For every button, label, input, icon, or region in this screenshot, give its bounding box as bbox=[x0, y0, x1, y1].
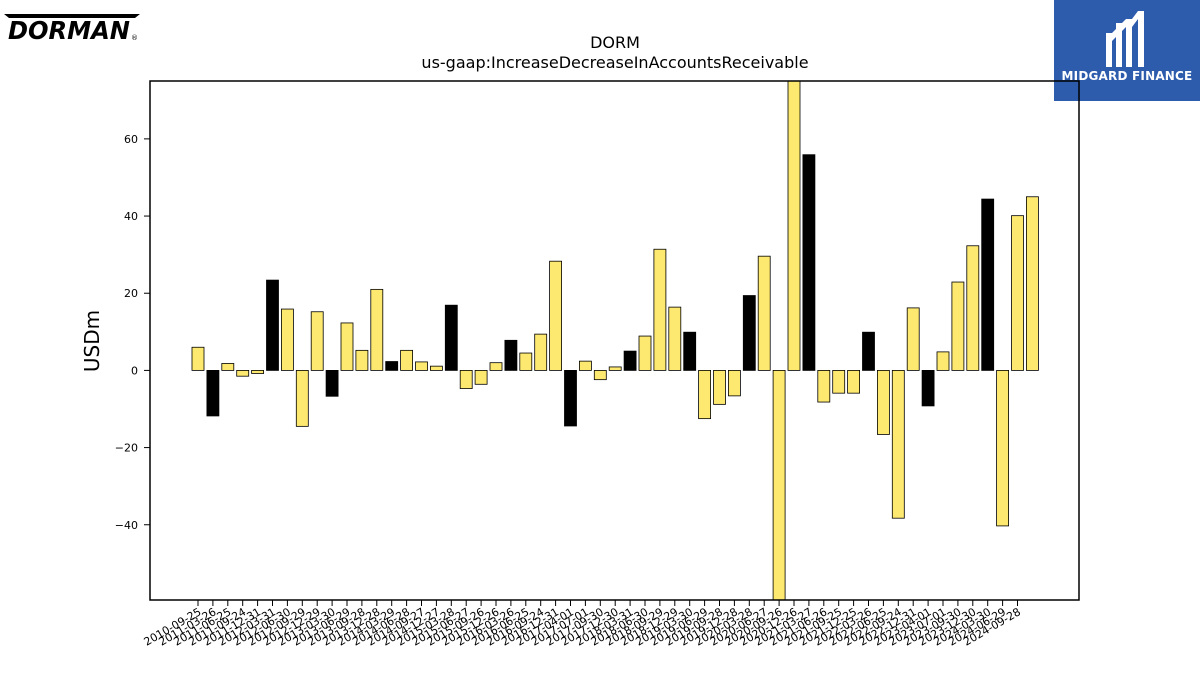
dorman-logo: DORMAN ® bbox=[4, 12, 140, 48]
bar bbox=[593, 370, 607, 381]
bar bbox=[951, 281, 965, 371]
bar bbox=[564, 370, 577, 427]
plot-area: −40−2002040602010-09-252011-03-262011-06… bbox=[115, 80, 1039, 649]
bar bbox=[802, 154, 816, 371]
bar bbox=[519, 352, 533, 371]
bar bbox=[1011, 215, 1024, 371]
bar bbox=[221, 363, 235, 371]
plot-frame bbox=[149, 80, 1080, 601]
bar bbox=[474, 370, 488, 385]
bar bbox=[742, 295, 756, 371]
bar bbox=[877, 370, 890, 435]
bar bbox=[668, 306, 682, 371]
bar bbox=[310, 311, 324, 371]
bar bbox=[489, 362, 503, 371]
bar bbox=[936, 351, 950, 371]
bar bbox=[534, 333, 548, 371]
bar bbox=[444, 304, 458, 371]
bar bbox=[295, 370, 309, 427]
bar bbox=[847, 370, 860, 394]
bar bbox=[280, 308, 294, 371]
bar bbox=[579, 360, 592, 371]
bar bbox=[355, 349, 369, 371]
y-tick-label: −20 bbox=[115, 442, 138, 455]
bar bbox=[251, 370, 265, 374]
y-tick-label: −40 bbox=[115, 519, 138, 532]
y-tick-label: 0 bbox=[131, 364, 138, 377]
bar bbox=[206, 370, 220, 417]
y-tick-label: 20 bbox=[124, 287, 138, 300]
bar bbox=[608, 366, 622, 371]
bar bbox=[370, 288, 384, 371]
bar bbox=[325, 370, 339, 397]
bar bbox=[653, 248, 667, 371]
bar bbox=[191, 346, 205, 371]
bar bbox=[1026, 196, 1039, 371]
midgard-finance-text: MIDGARD FINANCE bbox=[1061, 69, 1193, 83]
bar bbox=[966, 245, 980, 371]
dorman-logo-text: DORMAN bbox=[8, 16, 130, 44]
bar bbox=[266, 279, 279, 371]
bar bbox=[683, 331, 697, 371]
bar bbox=[713, 370, 726, 405]
bar bbox=[817, 370, 831, 403]
bar bbox=[623, 350, 637, 371]
bar bbox=[415, 361, 428, 371]
midgard-mark-icon bbox=[1106, 11, 1144, 67]
bar bbox=[429, 365, 443, 371]
bar bbox=[906, 307, 920, 371]
y-tick-label: 40 bbox=[124, 210, 138, 223]
bar bbox=[549, 260, 562, 371]
chart-title: DORM bbox=[590, 33, 640, 52]
bar bbox=[236, 370, 250, 377]
bar bbox=[385, 361, 399, 371]
bar bbox=[921, 370, 935, 407]
bar bbox=[757, 255, 771, 371]
bar bbox=[340, 322, 354, 371]
y-tick-label: 60 bbox=[124, 133, 138, 146]
bar bbox=[698, 370, 711, 420]
bar bbox=[772, 370, 786, 601]
y-axis-label: USDm bbox=[80, 310, 104, 372]
bar bbox=[996, 370, 1009, 527]
bar bbox=[728, 370, 741, 397]
bar bbox=[400, 349, 414, 371]
bar bbox=[891, 370, 905, 519]
chart-subtitle: us-gaap:IncreaseDecreaseInAccountsReceiv… bbox=[421, 53, 808, 72]
bar bbox=[504, 339, 518, 371]
bar bbox=[981, 198, 995, 371]
bar bbox=[787, 80, 801, 371]
bar bbox=[638, 335, 652, 371]
bar bbox=[459, 370, 473, 389]
bar bbox=[862, 331, 875, 371]
svg-text:®: ® bbox=[131, 34, 138, 42]
bar bbox=[832, 370, 846, 394]
